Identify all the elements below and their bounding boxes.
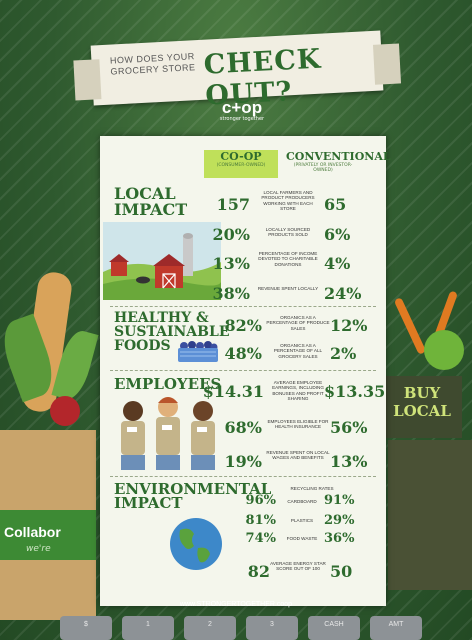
value-coop: 20% [212, 225, 250, 244]
value-coop: 19% [224, 452, 262, 471]
value-conventional: $13.35 [324, 382, 386, 401]
value-conventional: 4% [324, 254, 351, 273]
coop-subtitle: (CONSUMER-OWNED) [216, 163, 266, 168]
register-side [388, 440, 472, 590]
receipt [100, 136, 386, 606]
value-coop: 96% [245, 493, 276, 508]
register-keypad: $ 1 2 3 CASH AMT [60, 612, 430, 640]
bag-text: Collabor [4, 524, 61, 540]
bag-band [0, 510, 96, 560]
value-conventional: 24% [324, 284, 362, 303]
row-label: LOCAL FARMERS AND PRODUCT PRODUCERS WORK… [261, 190, 315, 212]
value-coop: $14.31 [202, 382, 264, 401]
row-label: ORGANICS AS A PERCENTAGE OF PRODUCE SALE… [266, 315, 330, 331]
value-coop: 157 [216, 195, 250, 214]
globe-icon [170, 518, 222, 570]
value-coop: 82% [224, 316, 262, 335]
row-label: AVERAGE EMPLOYEE EARNINGS, INCLUDING BON… [272, 380, 324, 402]
section-title-healthy: HEALTHY & SUSTAINABLE FOODS [114, 310, 230, 354]
bag-subtext: we're [26, 544, 51, 554]
title-question: HOW DOES YOUR GROCERY STORE [109, 51, 196, 77]
apple [50, 396, 80, 426]
row-label: CARDBOARD [287, 499, 317, 504]
row-label: PERCENTAGE OF INCOME DEVOTED TO CHARITAB… [258, 251, 318, 267]
logo-mark: c+op [221, 98, 263, 117]
value-conventional: 12% [330, 316, 368, 335]
register-key: $ [60, 616, 112, 640]
value-coop: 13% [212, 254, 250, 273]
recycling-rates-header: RECYCLING RATES [290, 486, 334, 491]
value-conventional: 2% [330, 344, 357, 363]
section-divider [110, 476, 376, 477]
section-divider [110, 306, 376, 307]
row-label: PLASTICS [290, 518, 314, 523]
conventional-title: CONVENTIONAL [286, 150, 391, 163]
value-conventional: 13% [330, 452, 368, 471]
row-label: LOCALLY SOURCED PRODUCTS SOLD [265, 227, 311, 238]
employees-illustration [121, 397, 215, 470]
value-conventional: 36% [324, 531, 355, 546]
row-label: EMPLOYEES ELIGIBLE FOR HEALTH INSURANCE [267, 419, 329, 430]
row-label: REVENUE SPENT LOCALLY [257, 286, 319, 291]
farm-illustration [103, 222, 221, 300]
conventional-subtitle: (PRIVATELY OR INVESTOR-OWNED) [293, 163, 353, 173]
value-coop: 48% [224, 344, 262, 363]
sign-line2: LOCAL [393, 402, 451, 420]
row-label: AVERAGE ENERGY STAR SCORE OUT OF 100 [270, 561, 326, 572]
column-header-coop: CO-OP (CONSUMER-OWNED) [204, 150, 278, 178]
value-conventional: 50 [330, 562, 353, 581]
section-divider [110, 370, 376, 371]
register-key: 3 [246, 616, 298, 640]
register-key: 1 [122, 616, 174, 640]
value-coop: 38% [212, 284, 250, 303]
value-coop: 81% [245, 513, 276, 528]
value-coop: 82 [247, 562, 270, 581]
blueberry-bowl [178, 341, 218, 362]
column-header-conventional: CONVENTIONAL (PRIVATELY OR INVESTOR-OWNE… [286, 150, 391, 178]
value-conventional: 91% [324, 493, 355, 508]
section-title-local-impact: LOCAL IMPACT [114, 184, 188, 219]
logo-tagline: stronger together [219, 116, 265, 122]
register-key: CASH [308, 616, 360, 640]
value-conventional: 29% [324, 513, 355, 528]
grocery-bag: Collabor we're [0, 430, 96, 620]
row-label: REVENUE SPENT ON LOCAL WAGES AND BENEFIT… [266, 450, 330, 461]
value-coop: 74% [245, 531, 276, 546]
register-key: 2 [184, 616, 236, 640]
coop-logo: c+op stronger together [214, 98, 270, 124]
peas [424, 330, 464, 370]
register-key: AMT [370, 616, 422, 640]
value-coop: 68% [224, 418, 262, 437]
section-title-environmental: ENVIRONMENTAL IMPACT [114, 480, 272, 512]
buy-local-sign: BUY LOCAL [382, 376, 462, 438]
value-conventional: 56% [330, 418, 368, 437]
row-label: ORGANICS AS A PERCENTAGE OF ALL GROCERY … [273, 343, 323, 359]
coop-title: CO-OP [220, 150, 262, 163]
value-conventional: 65 [324, 195, 347, 214]
row-label: FOOD WASTE [286, 536, 318, 541]
footer-url: www.STRONGERTOGETHER.coop [179, 601, 293, 608]
sign-line1: BUY [403, 384, 441, 402]
section-title-employees: EMPLOYEES [114, 375, 222, 393]
value-conventional: 6% [324, 225, 351, 244]
